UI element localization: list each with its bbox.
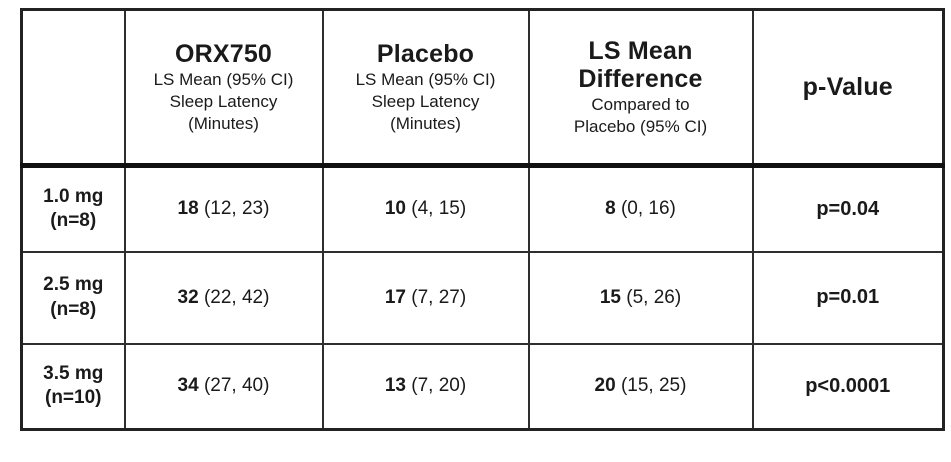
sleep-latency-results-table: ORX750 LS Mean (95% CI) Sleep Latency (M…	[20, 8, 945, 431]
dose-label: 1.0 mg	[43, 185, 104, 207]
header-placebo-sub-line: (Minutes)	[390, 113, 461, 133]
header-placebo-sub-line: Sleep Latency	[371, 91, 480, 111]
header-ls-mean-difference-title: LS Mean Difference	[578, 37, 702, 95]
header-orx750-subtitle: LS Mean (95% CI) Sleep Latency (Minutes)	[154, 69, 294, 135]
header-ls-mean-difference-content: LS Mean Difference Compared to Placebo (…	[530, 24, 752, 151]
cell-orx750: 18 (12, 23)	[123, 164, 324, 253]
cell-p-value: p<0.0001	[751, 342, 945, 431]
cell-placebo: 17 (7, 27)	[321, 250, 530, 345]
ci-value: (7, 20)	[411, 375, 467, 397]
ci-value: (0, 16)	[620, 198, 676, 220]
header-placebo-content: Placebo LS Mean (95% CI) Sleep Latency (…	[324, 27, 528, 147]
header-orx750-sub-line: (Minutes)	[188, 113, 259, 133]
table-row: 1.0 mg (n=8) 18 (12, 23) 10 (4, 15) 8 (0…	[20, 164, 945, 253]
cell-orx750: 34 (27, 40)	[123, 342, 324, 431]
header-orx750-content: ORX750 LS Mean (95% CI) Sleep Latency (M…	[126, 27, 322, 147]
header-placebo-sub-line: LS Mean (95% CI)	[355, 69, 496, 89]
header-ls-mean-difference-sub-line: Placebo (95% CI)	[573, 117, 708, 137]
mean-value: 20	[594, 375, 616, 397]
ci-value: (7, 27)	[411, 286, 467, 308]
n-label: (n=10)	[45, 387, 102, 409]
mean-value: 32	[177, 286, 199, 308]
header-orx750-title: ORX750	[174, 39, 273, 68]
header-ls-mean-difference-title-line: Difference	[578, 65, 703, 94]
header-p-value-content: p-Value	[754, 60, 943, 114]
header-placebo-subtitle: LS Mean (95% CI) Sleep Latency (Minutes)	[356, 69, 496, 135]
ci-value: (5, 26)	[626, 286, 682, 308]
cell-placebo: 10 (4, 15)	[321, 164, 530, 253]
cell-p-value: p=0.04	[751, 164, 945, 253]
header-placebo-title: Placebo	[376, 39, 475, 68]
mean-value: 17	[384, 286, 406, 308]
header-p-value-title: p-Value	[802, 73, 893, 102]
header-ls-mean-difference: LS Mean Difference Compared to Placebo (…	[527, 8, 754, 168]
cell-orx750: 32 (22, 42)	[123, 250, 324, 345]
mean-value: 18	[177, 198, 199, 220]
mean-value: 10	[384, 198, 406, 220]
header-empty-cell	[20, 8, 126, 168]
ci-value: (27, 40)	[203, 375, 270, 397]
ci-value: (4, 15)	[411, 198, 467, 220]
mean-value: 8	[605, 198, 616, 220]
cell-ls-mean-difference: 8 (0, 16)	[527, 164, 754, 253]
mean-value: 13	[384, 375, 406, 397]
header-row: ORX750 LS Mean (95% CI) Sleep Latency (M…	[20, 8, 945, 168]
cell-ls-mean-difference: 15 (5, 26)	[527, 250, 754, 345]
ci-value: (12, 23)	[203, 198, 270, 220]
n-label: (n=8)	[50, 210, 97, 232]
header-orx750-sub-line: Sleep Latency	[169, 91, 278, 111]
results-table-container: ORX750 LS Mean (95% CI) Sleep Latency (M…	[20, 8, 945, 431]
cell-p-value: p=0.01	[751, 250, 945, 345]
table-row: 3.5 mg (n=10) 34 (27, 40) 13 (7, 20) 20 …	[20, 342, 945, 431]
header-ls-mean-difference-title-line: LS Mean	[588, 36, 693, 65]
header-placebo: Placebo LS Mean (95% CI) Sleep Latency (…	[321, 8, 530, 168]
cell-placebo: 13 (7, 20)	[321, 342, 530, 431]
header-orx750-sub-line: LS Mean (95% CI)	[153, 69, 294, 89]
row-label: 1.0 mg (n=8)	[20, 164, 126, 253]
header-p-value: p-Value	[751, 8, 945, 168]
dose-label: 3.5 mg	[43, 362, 104, 384]
mean-value: 34	[177, 375, 199, 397]
ci-value: (22, 42)	[203, 286, 270, 308]
row-label: 2.5 mg (n=8)	[20, 250, 126, 345]
header-ls-mean-difference-subtitle: Compared to Placebo (95% CI)	[574, 94, 707, 138]
dose-label: 2.5 mg	[43, 273, 104, 295]
table-row: 2.5 mg (n=8) 32 (22, 42) 17 (7, 27) 15 (…	[20, 250, 945, 345]
header-orx750: ORX750 LS Mean (95% CI) Sleep Latency (M…	[123, 8, 324, 168]
n-label: (n=8)	[50, 298, 97, 320]
row-label: 3.5 mg (n=10)	[20, 342, 126, 431]
header-ls-mean-difference-sub-line: Compared to	[591, 95, 690, 115]
mean-value: 15	[599, 286, 621, 308]
ci-value: (15, 25)	[620, 375, 687, 397]
cell-ls-mean-difference: 20 (15, 25)	[527, 342, 754, 431]
